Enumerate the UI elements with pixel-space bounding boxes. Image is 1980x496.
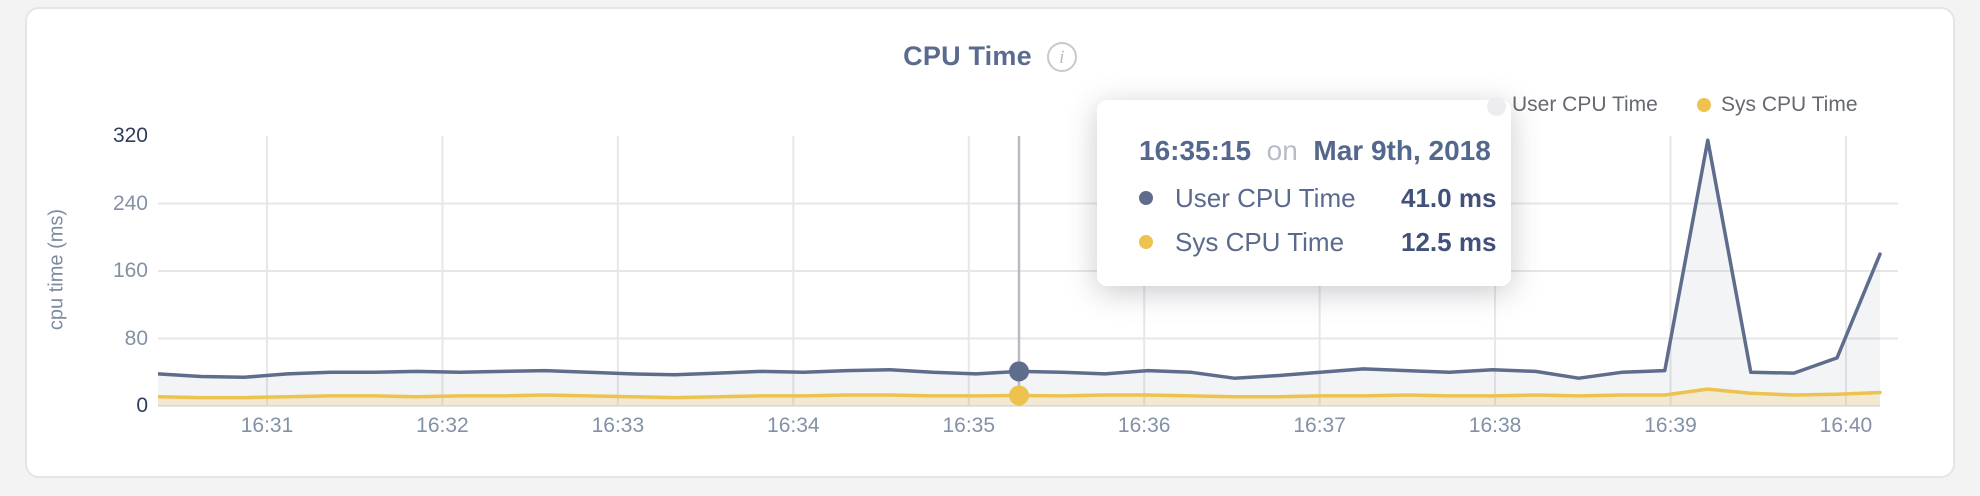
plot-area[interactable] [158,132,1898,408]
x-tick-label: 16:40 [1819,414,1873,437]
x-tick-label: 16:36 [1117,414,1171,437]
chart-header: CPU Time i [25,41,1955,72]
x-tick-label: 16:31 [240,414,294,437]
x-tick-label: 16:34 [767,414,820,437]
tooltip-sys-value: 12.5 ms [1401,227,1497,257]
tooltip-row-user: User CPU Time 41.0 ms [1139,183,1511,213]
legend-item-sys[interactable]: Sys CPU Time [1697,93,1858,117]
legend-label-user: User CPU Time [1512,93,1658,116]
legend-dot-sys-icon [1697,98,1711,112]
info-icon[interactable]: i [1046,41,1077,72]
tooltip-row-sys: Sys CPU Time 12.5 ms [1139,227,1511,257]
y-tick-label: 320 [112,124,148,147]
tooltip-header: 16:35:15 on Mar 9th, 2018 [1139,133,1511,169]
tooltip: 16:35:15 on Mar 9th, 2018 User CPU Time … [1097,100,1511,286]
x-tick-label: 16:37 [1293,414,1346,437]
legend-label-sys: Sys CPU Time [1721,93,1858,116]
tooltip-connector [1259,135,1267,166]
tooltip-time: 16:35:15 [1139,135,1252,166]
y-tick-label: 80 [124,326,148,350]
y-tick-label: 160 [112,259,148,282]
tooltip-sys-dot-icon [1139,235,1153,249]
tooltip-sys-name: Sys CPU Time [1175,227,1345,257]
y-tick-label: 240 [112,191,148,215]
hover-marker-user[interactable] [1009,361,1029,382]
legend-dot-user-obscured-icon [1487,97,1506,116]
y-axis-title: cpu time (ms) [45,208,68,331]
series-area-user [158,140,1880,406]
tooltip-user-value: 41.0 ms [1401,183,1497,213]
x-tick-label: 16:39 [1644,414,1697,437]
tooltip-user-dot-icon [1139,191,1153,205]
x-tick-label: 16:33 [591,414,645,437]
chart-card [25,7,1955,478]
tooltip-on-word: on [1266,135,1298,166]
x-tick-label: 16:35 [942,414,996,437]
y-tick-label: 0 [136,394,148,417]
hover-marker-sys[interactable] [1009,385,1029,406]
chart-title: CPU Time [903,41,1032,71]
x-tick-label: 16:32 [416,414,469,437]
legend-item-user[interactable]: User CPU Time [1488,93,1658,117]
tooltip-date-text: Mar 9th, 2018 [1313,135,1491,166]
tooltip-user-name: User CPU Time [1175,183,1356,213]
x-tick-label: 16:38 [1468,414,1522,437]
